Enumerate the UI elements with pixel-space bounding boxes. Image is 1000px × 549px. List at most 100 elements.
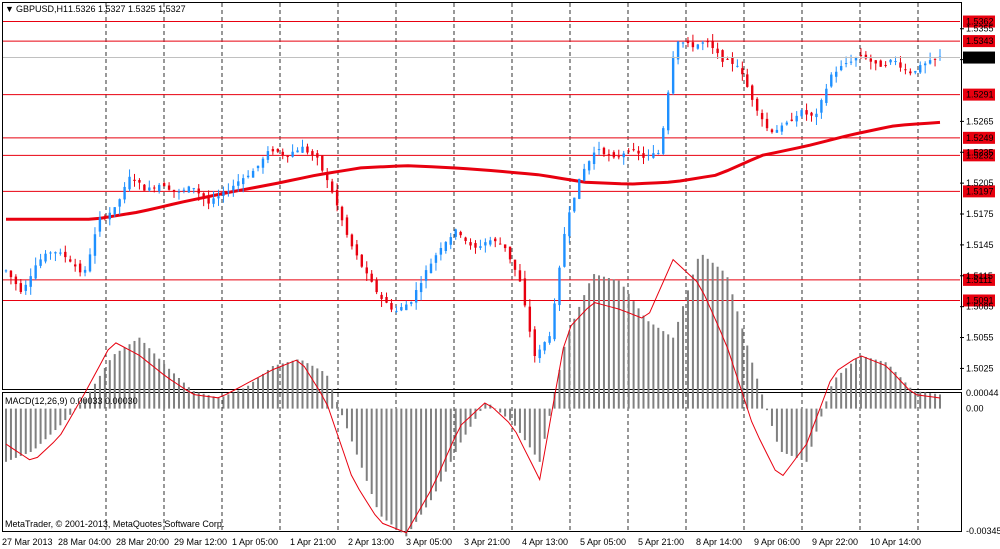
macd-bar (884, 362, 887, 409)
macd-bar (380, 408, 383, 517)
copyright-text: MetaTrader, © 2001-2013, MetaQuotes Soft… (5, 519, 224, 529)
macd-bar (701, 254, 704, 409)
candle (835, 71, 838, 77)
candle (157, 184, 161, 192)
macd-bar (850, 363, 853, 409)
candle (815, 113, 818, 118)
candle (192, 188, 195, 190)
macd-bar (588, 283, 591, 409)
candle (755, 98, 759, 111)
x-tick-label: 9 Apr 22:00 (812, 537, 858, 547)
candle (711, 41, 714, 49)
macd-bar (612, 279, 615, 409)
macd-bar (158, 358, 161, 409)
macd-bar (657, 327, 660, 409)
macd-bar (504, 408, 507, 417)
macd-bar (153, 353, 156, 409)
candle (103, 217, 107, 219)
x-tick-label: 2 Apr 13:00 (348, 537, 394, 547)
candle (706, 41, 709, 43)
candle (805, 110, 808, 115)
candle (751, 85, 754, 100)
level-tag (963, 88, 995, 101)
macd-bar (909, 387, 912, 409)
macd-bar (197, 392, 200, 409)
macd-bar (321, 371, 324, 409)
candle (261, 158, 265, 168)
y-tick-label: 1.5265 (966, 116, 994, 126)
macd-bar (118, 350, 121, 409)
candle (375, 279, 378, 293)
candle (746, 74, 749, 87)
candle (424, 270, 428, 281)
macd-bar (123, 347, 126, 409)
macd-bar (632, 301, 635, 409)
x-tick-label: 4 Apr 13:00 (522, 537, 568, 547)
candle (172, 189, 176, 192)
macd-bar (84, 399, 87, 409)
macd-bar (182, 382, 185, 409)
level-tag (963, 294, 995, 307)
macd-bar (311, 365, 314, 409)
x-tick-label: 5 Apr 21:00 (638, 537, 684, 547)
macd-bar (133, 340, 136, 409)
candle (563, 233, 566, 267)
macd-tick-label: 0.00 (966, 404, 984, 414)
ma-line (6, 120, 941, 221)
macd-bar (691, 274, 694, 409)
candle (736, 65, 739, 67)
macd-bar (810, 408, 813, 447)
macd-bar (672, 337, 675, 409)
macd-bar (662, 331, 665, 409)
candle (869, 58, 873, 62)
candle (400, 307, 403, 311)
candle (182, 189, 186, 191)
candle (207, 197, 210, 204)
candle (849, 61, 853, 63)
macd-bar (29, 408, 32, 452)
candle (350, 234, 354, 247)
candle (395, 310, 398, 312)
candle (919, 65, 922, 73)
candle (439, 247, 443, 255)
candle (464, 237, 467, 241)
candle (326, 172, 329, 181)
level-label: 1.5249 (966, 133, 994, 143)
candle (859, 54, 863, 56)
candle (355, 244, 359, 256)
candle (503, 244, 507, 249)
candle (790, 119, 793, 121)
macd-bar (410, 408, 413, 530)
macd-bar (682, 306, 685, 409)
macd-bar (281, 363, 284, 409)
candle (543, 342, 546, 351)
price-panel-frame (2, 2, 962, 390)
macd-signal (5, 258, 941, 534)
candle (69, 259, 72, 262)
macd-bar (845, 368, 848, 409)
candle (676, 41, 680, 60)
candle (444, 242, 448, 252)
macd-bar (924, 392, 927, 409)
level-tag (963, 149, 995, 162)
macd-bar (108, 360, 111, 409)
macd-bar (69, 408, 72, 415)
candle (330, 181, 334, 193)
horizontal-levels[interactable]: 1.5362 1.5343 1.5291 1.5249 1.5232 1.5197 1.51… (3, 15, 995, 307)
macd-bar (835, 377, 838, 409)
macd-bar (222, 396, 225, 409)
macd-bar (815, 408, 818, 432)
candle (256, 165, 260, 169)
candle (864, 54, 868, 59)
macd-bar (919, 391, 922, 409)
macd-bar (425, 408, 428, 508)
candle (667, 92, 670, 131)
y-tick-label: 1.5205 (966, 178, 994, 188)
macd-bar (19, 408, 22, 456)
current-price-label: 1.5327 (966, 53, 994, 63)
candle (429, 263, 433, 274)
x-tick-label: 28 Mar 20:00 (116, 537, 169, 547)
macd-bar (420, 408, 423, 515)
dropdown-arrow-icon[interactable]: ▼ (5, 4, 14, 14)
